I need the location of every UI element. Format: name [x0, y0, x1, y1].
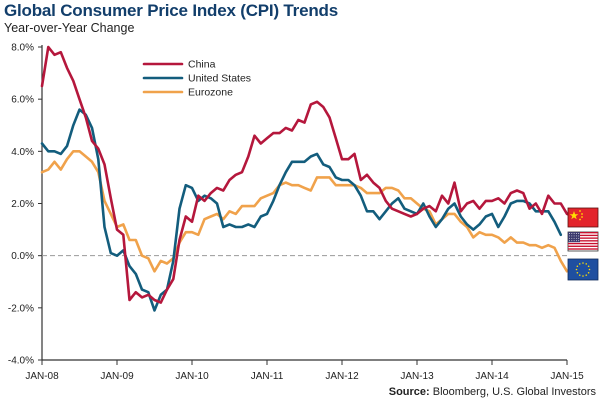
series-line-eurozone	[40, 150, 569, 273]
chart-subtitle: Year-over-Year Change	[4, 21, 135, 35]
eu-flag-icon	[567, 258, 599, 281]
series-line-united-states	[40, 108, 563, 312]
source-note: Source: Bloomberg, U.S. Global Investors	[389, 386, 596, 398]
y-tick-label: 0.0%	[11, 251, 34, 262]
source-label: Source:	[388, 386, 430, 398]
x-tick-label: JAN-08	[25, 371, 59, 382]
y-tick-label: 2.0%	[11, 199, 34, 210]
y-tick-label: -4.0%	[8, 356, 34, 367]
x-tick-label: JAN-10	[175, 371, 209, 382]
series-group	[40, 45, 594, 312]
x-tick-label: JAN-14	[475, 371, 509, 382]
x-tick-label: JAN-15	[550, 371, 584, 382]
x-tick-label: JAN-13	[400, 371, 434, 382]
legend-label: United States	[188, 73, 251, 85]
legend: China United States Eurozone	[142, 59, 251, 99]
flags-group	[567, 207, 599, 281]
y-tick-label: -2.0%	[8, 303, 34, 314]
legend-label: China	[188, 59, 216, 71]
legend-label: Eurozone	[188, 87, 233, 99]
x-tick-label: JAN-09	[100, 371, 134, 382]
china-flag-icon	[567, 207, 599, 228]
y-tick-label: 4.0%	[11, 147, 34, 158]
series-line-china	[40, 45, 594, 304]
x-tick-label: JAN-11	[251, 371, 284, 382]
axes: 8.0% 6.0% 4.0% 2.0% 0.0% -2.0% -4.0% JAN-08 JAN-…	[8, 43, 584, 383]
chart-title: Global Consumer Price Index (CPI) Trends	[4, 1, 338, 20]
x-tick-label: JAN-12	[325, 371, 359, 382]
us-flag-icon	[567, 231, 599, 252]
y-tick-label: 6.0%	[11, 95, 34, 106]
source-text: Bloomberg, U.S. Global Investors	[429, 386, 596, 398]
y-tick-label: 8.0%	[11, 43, 34, 54]
